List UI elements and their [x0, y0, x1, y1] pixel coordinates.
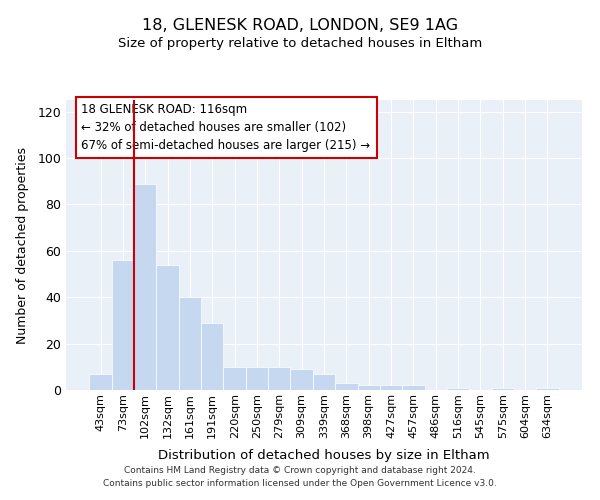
Bar [112, 260, 134, 390]
Bar [223, 367, 246, 390]
Bar [89, 374, 112, 390]
Text: 18 GLENESK ROAD: 116sqm
← 32% of detached houses are smaller (102)
67% of semi-d: 18 GLENESK ROAD: 116sqm ← 32% of detache… [82, 103, 371, 152]
Bar [380, 386, 402, 390]
Bar [358, 386, 380, 390]
Bar [313, 374, 335, 390]
Bar [335, 383, 358, 390]
X-axis label: Distribution of detached houses by size in Eltham: Distribution of detached houses by size … [158, 449, 490, 462]
Text: 18, GLENESK ROAD, LONDON, SE9 1AG: 18, GLENESK ROAD, LONDON, SE9 1AG [142, 18, 458, 32]
Bar [447, 388, 469, 390]
Bar [402, 386, 425, 390]
Bar [491, 388, 514, 390]
Bar [246, 367, 268, 390]
Text: Contains HM Land Registry data © Crown copyright and database right 2024.
Contai: Contains HM Land Registry data © Crown c… [103, 466, 497, 487]
Bar [290, 369, 313, 390]
Bar [134, 184, 157, 390]
Bar [179, 297, 201, 390]
Bar [157, 264, 179, 390]
Text: Size of property relative to detached houses in Eltham: Size of property relative to detached ho… [118, 38, 482, 51]
Bar [268, 367, 290, 390]
Bar [201, 322, 223, 390]
Y-axis label: Number of detached properties: Number of detached properties [16, 146, 29, 344]
Bar [536, 388, 559, 390]
